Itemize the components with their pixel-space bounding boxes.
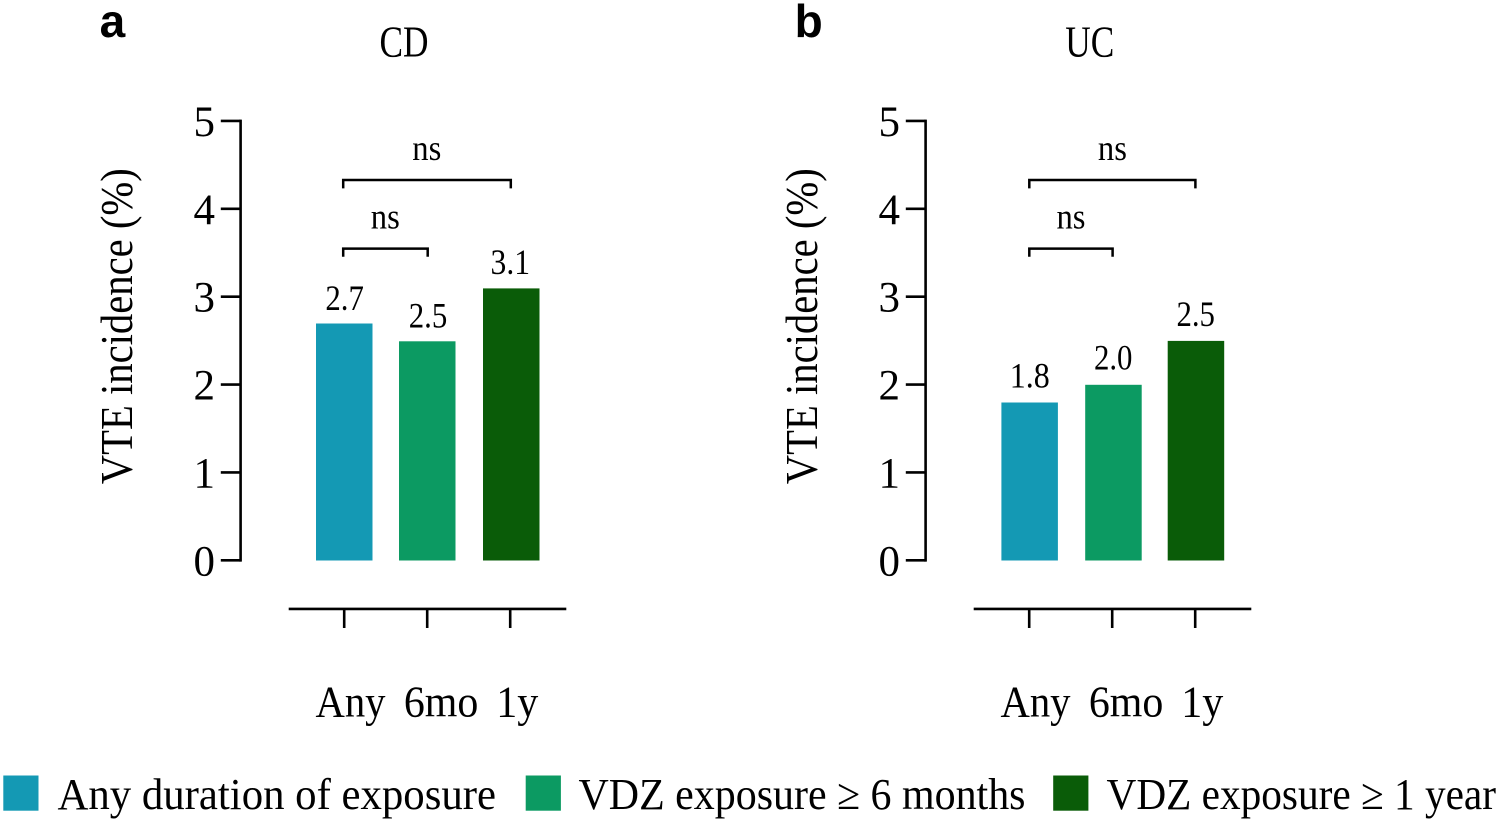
svg-text:1: 1 [194,450,216,497]
svg-text:3: 3 [879,275,901,322]
svg-text:5: 5 [194,99,216,146]
svg-text:4: 4 [194,187,216,234]
svg-text:b: b [795,0,823,47]
svg-text:UC: UC [1065,17,1114,66]
svg-text:2.7: 2.7 [325,278,364,318]
svg-text:4: 4 [879,187,901,234]
svg-text:3: 3 [194,275,216,322]
svg-text:VDZ exposure ≥ 6 months: VDZ exposure ≥ 6 months [579,770,1026,819]
svg-text:0: 0 [879,538,901,585]
svg-text:ns: ns [371,196,400,236]
svg-text:Any duration of exposure: Any duration of exposure [58,770,497,819]
svg-text:1.8: 1.8 [1010,356,1050,396]
svg-text:CD: CD [380,17,429,66]
svg-text:1y: 1y [1181,677,1223,726]
svg-text:3.1: 3.1 [491,242,531,282]
svg-text:Any: Any [1001,677,1071,726]
svg-text:2: 2 [194,363,216,410]
svg-text:2.0: 2.0 [1094,338,1133,378]
svg-text:ns: ns [1098,128,1127,168]
svg-text:5: 5 [879,99,901,146]
svg-text:0: 0 [194,538,216,585]
svg-text:VTE incidence (%): VTE incidence (%) [91,168,142,484]
svg-text:6mo: 6mo [1089,677,1164,726]
svg-text:6mo: 6mo [404,677,479,726]
svg-text:Any: Any [316,677,386,726]
svg-text:2.5: 2.5 [1176,294,1215,334]
svg-text:2.5: 2.5 [409,295,448,335]
svg-text:1y: 1y [496,677,538,726]
svg-text:VTE incidence (%): VTE incidence (%) [776,168,827,484]
svg-text:VDZ exposure ≥ 1 year: VDZ exposure ≥ 1 year [1107,770,1497,819]
svg-text:ns: ns [412,128,441,168]
svg-text:1: 1 [879,450,901,497]
svg-text:a: a [100,0,126,47]
svg-text:ns: ns [1057,196,1086,236]
svg-text:2: 2 [879,363,901,410]
